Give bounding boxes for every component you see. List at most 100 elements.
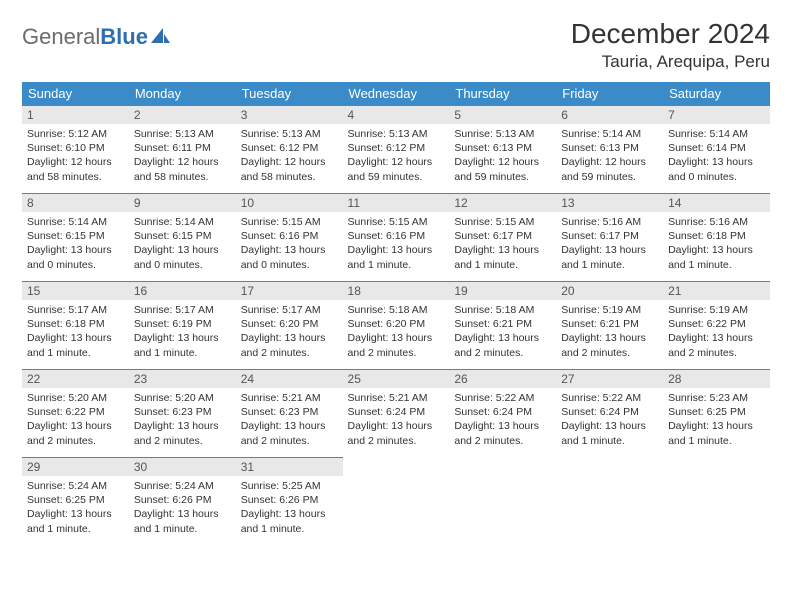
sunrise-text: Sunrise: 5:24 AM bbox=[134, 479, 231, 493]
day-number: 21 bbox=[663, 282, 770, 300]
daylight-text-1: Daylight: 12 hours bbox=[134, 155, 231, 169]
daylight-text-2: and 1 minute. bbox=[454, 258, 551, 272]
calendar-cell: 21Sunrise: 5:19 AMSunset: 6:22 PMDayligh… bbox=[663, 282, 770, 370]
daylight-text-1: Daylight: 13 hours bbox=[454, 331, 551, 345]
daylight-text-1: Daylight: 13 hours bbox=[27, 419, 124, 433]
day-body: Sunrise: 5:22 AMSunset: 6:24 PMDaylight:… bbox=[556, 388, 663, 452]
daylight-text-2: and 0 minutes. bbox=[134, 258, 231, 272]
calendar-cell: 31Sunrise: 5:25 AMSunset: 6:26 PMDayligh… bbox=[236, 458, 343, 546]
weekday-header: Wednesday bbox=[343, 82, 450, 106]
calendar-cell: 17Sunrise: 5:17 AMSunset: 6:20 PMDayligh… bbox=[236, 282, 343, 370]
weekday-header: Thursday bbox=[449, 82, 556, 106]
sunset-text: Sunset: 6:24 PM bbox=[561, 405, 658, 419]
calendar-cell: 30Sunrise: 5:24 AMSunset: 6:26 PMDayligh… bbox=[129, 458, 236, 546]
sunrise-text: Sunrise: 5:19 AM bbox=[561, 303, 658, 317]
location: Tauria, Arequipa, Peru bbox=[571, 52, 770, 72]
day-number: 31 bbox=[236, 458, 343, 476]
calendar-cell: 13Sunrise: 5:16 AMSunset: 6:17 PMDayligh… bbox=[556, 194, 663, 282]
daylight-text-2: and 2 minutes. bbox=[561, 346, 658, 360]
calendar-cell: .. bbox=[449, 458, 556, 546]
sunrise-text: Sunrise: 5:23 AM bbox=[668, 391, 765, 405]
daylight-text-1: Daylight: 13 hours bbox=[348, 419, 445, 433]
calendar-table: Sunday Monday Tuesday Wednesday Thursday… bbox=[22, 82, 770, 546]
weekday-header: Monday bbox=[129, 82, 236, 106]
sunrise-text: Sunrise: 5:20 AM bbox=[134, 391, 231, 405]
calendar-cell: 28Sunrise: 5:23 AMSunset: 6:25 PMDayligh… bbox=[663, 370, 770, 458]
sunset-text: Sunset: 6:17 PM bbox=[561, 229, 658, 243]
day-body: Sunrise: 5:20 AMSunset: 6:22 PMDaylight:… bbox=[22, 388, 129, 452]
sunset-text: Sunset: 6:22 PM bbox=[27, 405, 124, 419]
calendar-cell: 7Sunrise: 5:14 AMSunset: 6:14 PMDaylight… bbox=[663, 106, 770, 194]
calendar-cell: 25Sunrise: 5:21 AMSunset: 6:24 PMDayligh… bbox=[343, 370, 450, 458]
sunset-text: Sunset: 6:21 PM bbox=[561, 317, 658, 331]
day-body: Sunrise: 5:23 AMSunset: 6:25 PMDaylight:… bbox=[663, 388, 770, 452]
day-number: 18 bbox=[343, 282, 450, 300]
daylight-text-1: Daylight: 13 hours bbox=[668, 243, 765, 257]
daylight-text-2: and 1 minute. bbox=[561, 434, 658, 448]
sunset-text: Sunset: 6:26 PM bbox=[134, 493, 231, 507]
sunset-text: Sunset: 6:25 PM bbox=[668, 405, 765, 419]
calendar-row: 15Sunrise: 5:17 AMSunset: 6:18 PMDayligh… bbox=[22, 282, 770, 370]
day-body: Sunrise: 5:18 AMSunset: 6:21 PMDaylight:… bbox=[449, 300, 556, 364]
sunrise-text: Sunrise: 5:14 AM bbox=[27, 215, 124, 229]
sunrise-text: Sunrise: 5:16 AM bbox=[561, 215, 658, 229]
daylight-text-1: Daylight: 13 hours bbox=[134, 243, 231, 257]
daylight-text-1: Daylight: 13 hours bbox=[27, 507, 124, 521]
sunset-text: Sunset: 6:26 PM bbox=[241, 493, 338, 507]
calendar-cell: 27Sunrise: 5:22 AMSunset: 6:24 PMDayligh… bbox=[556, 370, 663, 458]
daylight-text-2: and 2 minutes. bbox=[454, 434, 551, 448]
day-number: 25 bbox=[343, 370, 450, 388]
day-number: 11 bbox=[343, 194, 450, 212]
calendar-cell: 12Sunrise: 5:15 AMSunset: 6:17 PMDayligh… bbox=[449, 194, 556, 282]
day-number: 20 bbox=[556, 282, 663, 300]
daylight-text-1: Daylight: 12 hours bbox=[454, 155, 551, 169]
day-body: Sunrise: 5:12 AMSunset: 6:10 PMDaylight:… bbox=[22, 124, 129, 188]
daylight-text-2: and 0 minutes. bbox=[668, 170, 765, 184]
daylight-text-1: Daylight: 13 hours bbox=[27, 243, 124, 257]
sunset-text: Sunset: 6:15 PM bbox=[27, 229, 124, 243]
sunrise-text: Sunrise: 5:25 AM bbox=[241, 479, 338, 493]
day-body: Sunrise: 5:21 AMSunset: 6:23 PMDaylight:… bbox=[236, 388, 343, 452]
sunset-text: Sunset: 6:23 PM bbox=[241, 405, 338, 419]
sunset-text: Sunset: 6:10 PM bbox=[27, 141, 124, 155]
calendar-cell: 20Sunrise: 5:19 AMSunset: 6:21 PMDayligh… bbox=[556, 282, 663, 370]
sunrise-text: Sunrise: 5:21 AM bbox=[241, 391, 338, 405]
day-number: 14 bbox=[663, 194, 770, 212]
calendar-cell: 18Sunrise: 5:18 AMSunset: 6:20 PMDayligh… bbox=[343, 282, 450, 370]
sunset-text: Sunset: 6:17 PM bbox=[454, 229, 551, 243]
title-block: December 2024 Tauria, Arequipa, Peru bbox=[571, 18, 770, 72]
sunrise-text: Sunrise: 5:13 AM bbox=[134, 127, 231, 141]
daylight-text-1: Daylight: 13 hours bbox=[561, 419, 658, 433]
day-body: Sunrise: 5:17 AMSunset: 6:18 PMDaylight:… bbox=[22, 300, 129, 364]
day-number: 22 bbox=[22, 370, 129, 388]
day-number: 13 bbox=[556, 194, 663, 212]
calendar-cell: 29Sunrise: 5:24 AMSunset: 6:25 PMDayligh… bbox=[22, 458, 129, 546]
day-body: Sunrise: 5:19 AMSunset: 6:21 PMDaylight:… bbox=[556, 300, 663, 364]
daylight-text-1: Daylight: 13 hours bbox=[454, 243, 551, 257]
daylight-text-2: and 2 minutes. bbox=[27, 434, 124, 448]
day-number: 24 bbox=[236, 370, 343, 388]
calendar-cell: 4Sunrise: 5:13 AMSunset: 6:12 PMDaylight… bbox=[343, 106, 450, 194]
sunset-text: Sunset: 6:16 PM bbox=[348, 229, 445, 243]
day-number: 5 bbox=[449, 106, 556, 124]
daylight-text-2: and 2 minutes. bbox=[454, 346, 551, 360]
calendar-cell: 3Sunrise: 5:13 AMSunset: 6:12 PMDaylight… bbox=[236, 106, 343, 194]
day-body: Sunrise: 5:13 AMSunset: 6:13 PMDaylight:… bbox=[449, 124, 556, 188]
daylight-text-1: Daylight: 13 hours bbox=[454, 419, 551, 433]
daylight-text-1: Daylight: 12 hours bbox=[561, 155, 658, 169]
day-number: 26 bbox=[449, 370, 556, 388]
day-body: Sunrise: 5:25 AMSunset: 6:26 PMDaylight:… bbox=[236, 476, 343, 540]
calendar-cell: 11Sunrise: 5:15 AMSunset: 6:16 PMDayligh… bbox=[343, 194, 450, 282]
sunrise-text: Sunrise: 5:17 AM bbox=[134, 303, 231, 317]
calendar-cell: 6Sunrise: 5:14 AMSunset: 6:13 PMDaylight… bbox=[556, 106, 663, 194]
daylight-text-1: Daylight: 13 hours bbox=[27, 331, 124, 345]
sunset-text: Sunset: 6:18 PM bbox=[27, 317, 124, 331]
daylight-text-2: and 58 minutes. bbox=[27, 170, 124, 184]
daylight-text-2: and 59 minutes. bbox=[348, 170, 445, 184]
day-number: 3 bbox=[236, 106, 343, 124]
day-number: 19 bbox=[449, 282, 556, 300]
day-body: Sunrise: 5:13 AMSunset: 6:12 PMDaylight:… bbox=[343, 124, 450, 188]
daylight-text-2: and 1 minute. bbox=[561, 258, 658, 272]
day-number: 8 bbox=[22, 194, 129, 212]
day-body: Sunrise: 5:16 AMSunset: 6:17 PMDaylight:… bbox=[556, 212, 663, 276]
